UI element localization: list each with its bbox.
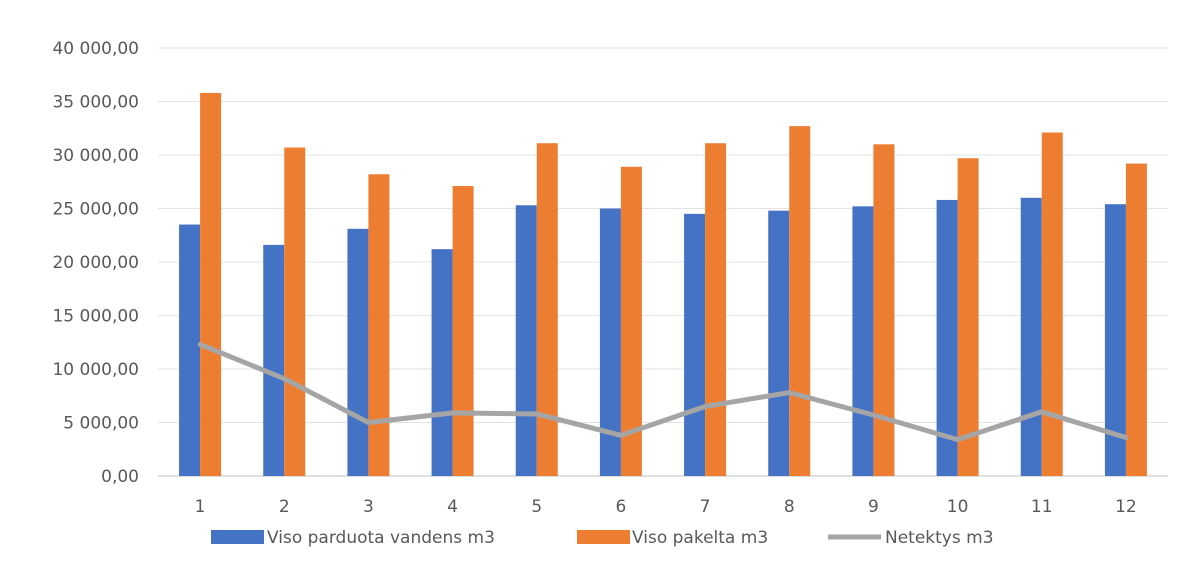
x-tick-label: 5 — [531, 497, 542, 517]
legend-swatch — [211, 530, 264, 544]
bar — [200, 92, 222, 476]
line-series — [197, 341, 1129, 443]
x-tick-label: 12 — [1115, 497, 1137, 517]
x-tick-label: 8 — [784, 497, 795, 517]
bar — [768, 210, 790, 476]
x-tick-label: 1 — [195, 497, 206, 517]
bar — [936, 199, 958, 476]
bar — [599, 208, 621, 476]
bar — [789, 126, 811, 477]
series-line — [197, 341, 1129, 443]
y-tick-label: 25 000,00 — [52, 200, 139, 220]
bar — [705, 143, 727, 477]
bar — [347, 228, 369, 476]
x-tick-label: 3 — [363, 497, 374, 517]
x-tick-label: 2 — [279, 497, 290, 517]
x-tick-label: 10 — [947, 497, 969, 517]
bar — [1125, 163, 1147, 476]
y-tick-label: 30 000,00 — [52, 146, 139, 166]
y-tick-label: 5 000,00 — [63, 414, 139, 434]
legend-label: Viso pakelta m3 — [632, 528, 768, 548]
y-axis: 0,00 5 000,00 10 000,00 15 000,00 20 000,00 2… — [52, 39, 139, 487]
y-tick-label: 35 000,00 — [52, 93, 139, 113]
bar — [620, 166, 642, 476]
x-tick-label: 6 — [616, 497, 627, 517]
bar — [263, 244, 285, 476]
y-tick-label: 20 000,00 — [52, 253, 139, 273]
legend: Viso parduota vandens m3 Viso pakelta m3 N… — [211, 528, 994, 548]
bar — [515, 205, 537, 477]
bar — [431, 249, 453, 476]
y-tick-label: 0,00 — [101, 467, 139, 487]
bar — [957, 158, 979, 476]
bar — [1104, 204, 1126, 476]
bar — [536, 143, 558, 477]
x-tick-label: 4 — [447, 497, 458, 517]
y-tick-label: 10 000,00 — [52, 360, 139, 380]
bar-series — [179, 92, 1147, 477]
legend-swatch — [577, 530, 630, 544]
x-tick-label: 11 — [1031, 497, 1053, 517]
x-tick-label: 7 — [700, 497, 711, 517]
y-tick-label: 15 000,00 — [52, 307, 139, 327]
bar — [873, 144, 895, 477]
bar — [1020, 197, 1042, 477]
legend-label: Viso parduota vandens m3 — [267, 528, 495, 548]
legend-label: Netektys m3 — [885, 528, 994, 548]
y-tick-label: 40 000,00 — [52, 39, 139, 59]
bar — [684, 213, 706, 476]
x-axis: 1 2 3 4 5 6 7 8 9 10 11 12 — [195, 497, 1137, 517]
bar — [179, 224, 201, 476]
bar — [852, 206, 874, 477]
bar — [1041, 132, 1063, 476]
bar — [452, 186, 474, 476]
gridlines — [158, 47, 1168, 477]
bar — [368, 174, 390, 476]
bar — [284, 147, 306, 476]
x-tick-label: 9 — [868, 497, 879, 517]
